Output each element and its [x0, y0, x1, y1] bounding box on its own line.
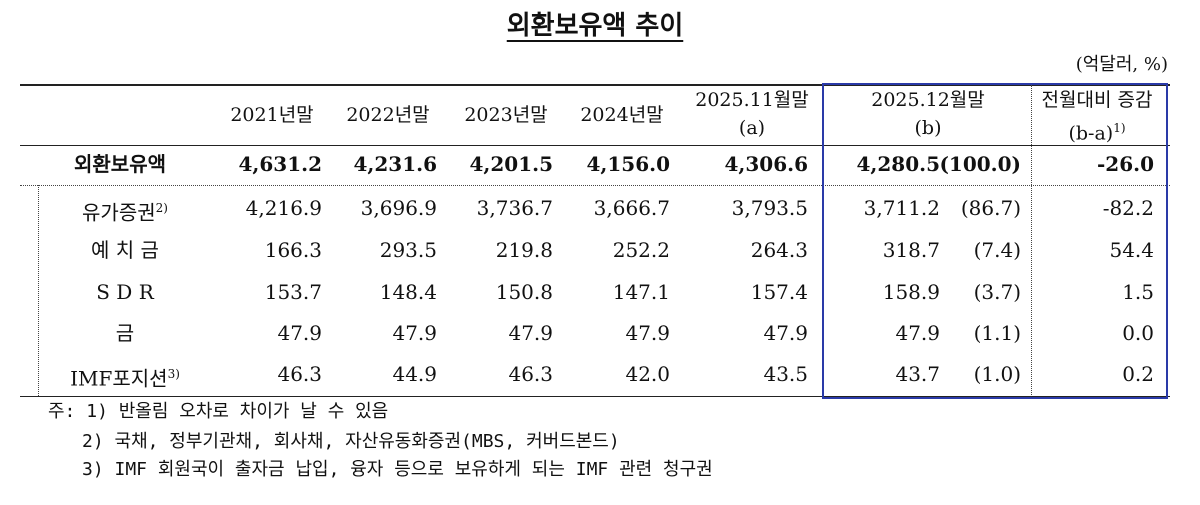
column-header: 2021년말	[230, 104, 314, 126]
footnote: 3) IMF 회원국이 출자금 납입, 융자 등으로 보유하게 되는 IMF 관…	[82, 459, 713, 480]
cell: (1.1)	[973, 321, 1021, 345]
cell: -82.2	[1102, 196, 1154, 220]
cell: 46.3	[508, 362, 553, 386]
rule	[20, 84, 1170, 86]
footnote-ref: 2)	[155, 201, 168, 215]
column-header: (b)	[914, 117, 942, 139]
cell: 4,631.2	[238, 152, 322, 176]
cell: 150.8	[495, 280, 553, 304]
cell: (86.7)	[960, 196, 1021, 220]
column-header: 2025.11월말	[695, 89, 809, 111]
row-label: 유가증권2)	[82, 200, 168, 225]
column-header: 전월대비 증감	[1041, 89, 1153, 111]
cell: (7.4)	[973, 238, 1021, 262]
row-label: 예 치 금	[91, 238, 159, 262]
title: 외환보유액 추이	[506, 11, 684, 41]
cell: (1.0)	[973, 362, 1021, 386]
cell: (100.0)	[939, 152, 1021, 176]
column-header: (b-a)1)	[1068, 121, 1126, 145]
row-label: 외환보유액	[74, 152, 166, 176]
cell: 219.8	[495, 238, 553, 262]
cell: 43.5	[763, 362, 808, 386]
cell: 148.4	[379, 280, 437, 304]
cell: -26.0	[1096, 152, 1154, 176]
footnote: 2) 국채, 정부기관채, 회사채, 자산유동화증권(MBS, 커버드본드)	[82, 431, 620, 452]
footnote: 주: 1) 반올림 오차로 차이가 날 수 있음	[48, 401, 389, 422]
cell: 0.2	[1122, 362, 1154, 386]
cell: 4,156.0	[586, 152, 670, 176]
cell: 46.3	[277, 362, 322, 386]
cell: 4,216.9	[245, 196, 322, 220]
cell: 3,736.7	[476, 196, 553, 220]
cell: 3,711.2	[863, 196, 940, 220]
column-header: 2025.12월말	[871, 89, 985, 111]
cell: 3,696.9	[360, 196, 437, 220]
cell: 47.9	[392, 321, 437, 345]
cell: 4,201.5	[469, 152, 553, 176]
cell: 43.7	[895, 362, 940, 386]
cell: 54.4	[1109, 238, 1154, 262]
cell: 4,306.6	[724, 152, 808, 176]
row-label: IMF포지션3)	[70, 366, 180, 391]
column-header: 2023년말	[464, 104, 548, 126]
cell: 158.9	[882, 280, 940, 304]
cell: 153.7	[264, 280, 322, 304]
cell: 0.0	[1122, 321, 1154, 345]
highlight-box	[822, 83, 1168, 399]
cell: 47.9	[625, 321, 670, 345]
column-header: (a)	[738, 117, 766, 139]
cell: 264.3	[750, 238, 808, 262]
column-header: 2022년말	[346, 104, 430, 126]
unit: (억달러, %)	[1075, 54, 1168, 75]
cell: 293.5	[379, 238, 437, 262]
rule	[20, 396, 1170, 397]
footnote-ref: 1)	[1113, 121, 1126, 135]
rule	[20, 185, 1170, 186]
rule	[38, 185, 39, 396]
row-label: 금	[115, 321, 135, 345]
cell: 1.5	[1122, 280, 1154, 304]
cell: (3.7)	[973, 280, 1021, 304]
row-label: S D R	[96, 280, 154, 304]
cell: 147.1	[612, 280, 670, 304]
cell: 318.7	[882, 238, 940, 262]
cell: 44.9	[392, 362, 437, 386]
cell: 166.3	[264, 238, 322, 262]
rule	[20, 145, 1170, 146]
cell: 252.2	[612, 238, 670, 262]
cell: 47.9	[895, 321, 940, 345]
rule	[1031, 85, 1032, 395]
cell: 3,793.5	[731, 196, 808, 220]
cell: 47.9	[508, 321, 553, 345]
cell: 4,280.5	[856, 152, 940, 176]
cell: 47.9	[277, 321, 322, 345]
cell: 157.4	[750, 280, 808, 304]
cell: 3,666.7	[593, 196, 670, 220]
cell: 47.9	[763, 321, 808, 345]
footnote-ref: 3)	[167, 367, 180, 381]
column-header: 2024년말	[580, 104, 664, 126]
cell: 42.0	[625, 362, 670, 386]
cell: 4,231.6	[353, 152, 437, 176]
